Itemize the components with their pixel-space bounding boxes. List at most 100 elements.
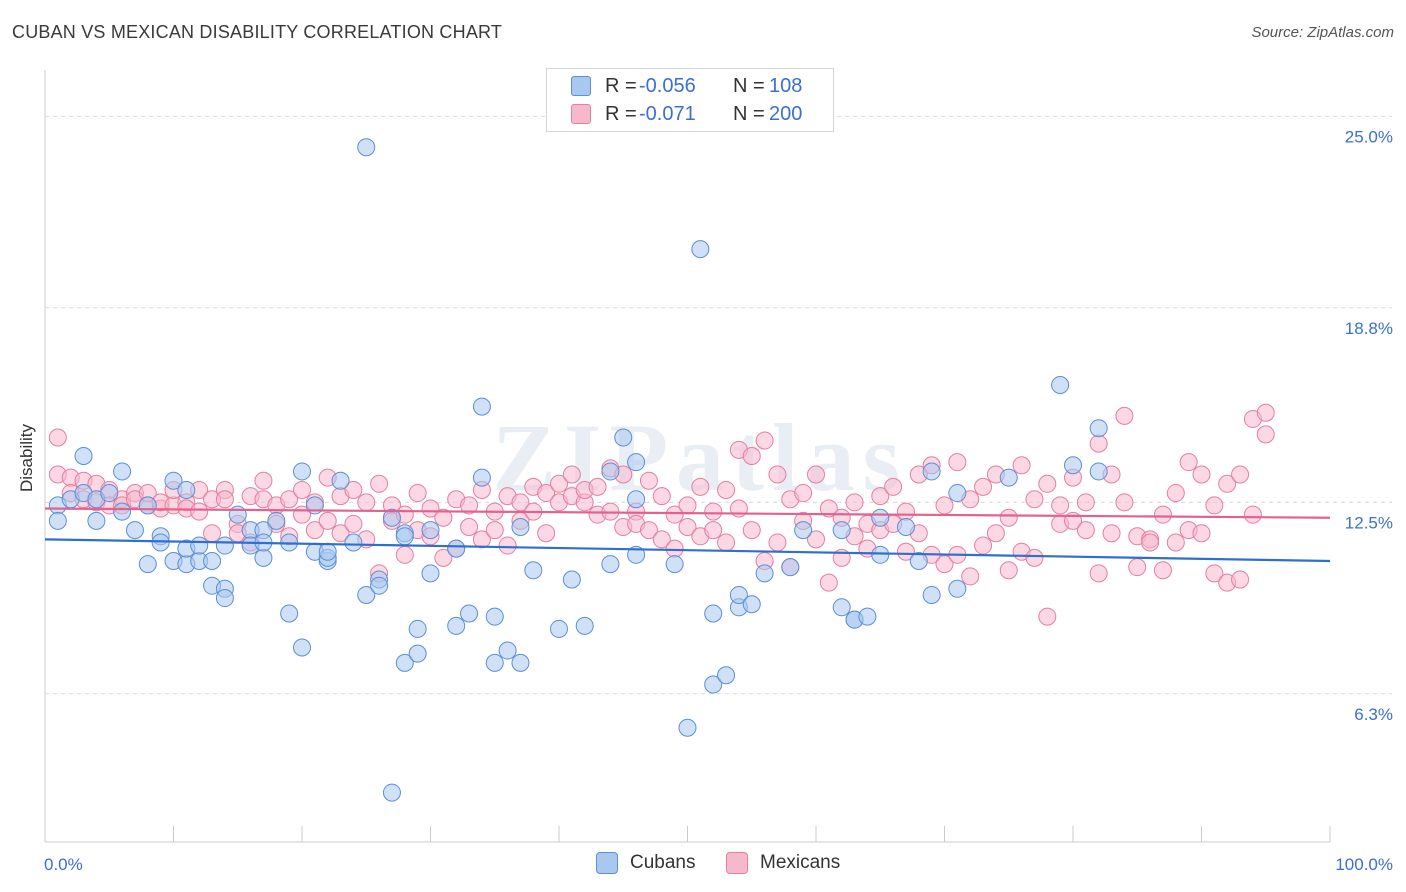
- cubans-point: [293, 462, 311, 481]
- mexicans-point: [768, 465, 787, 484]
- mexicans-point: [215, 490, 234, 509]
- mexicans-point: [588, 477, 607, 496]
- cubans-point: [550, 619, 568, 638]
- mexicans-point: [344, 480, 363, 499]
- cubans-point: [215, 536, 234, 555]
- mexicans-point: [408, 484, 427, 503]
- mexicans-point: [871, 487, 890, 506]
- mexicans-point: [318, 511, 337, 530]
- mexicans-point: [254, 471, 273, 490]
- mexicans-point: [935, 496, 954, 515]
- cubans-point: [1089, 462, 1108, 481]
- cubans-point: [408, 644, 427, 663]
- correlation-legend: R = -0.056 N = 108 R = -0.071 N = 200: [546, 68, 834, 132]
- mexicans-point: [896, 502, 915, 521]
- r-value: -0.071: [639, 102, 696, 125]
- cubans-point: [190, 536, 209, 555]
- cubans-point: [601, 462, 620, 481]
- mexicans-point: [293, 480, 311, 499]
- mexicans-point: [472, 530, 491, 549]
- mexicans-point: [1141, 533, 1160, 552]
- cubans-point: [125, 521, 144, 540]
- cubans-point: [113, 502, 132, 521]
- cubans-point: [460, 604, 479, 623]
- mexicans-point: [639, 521, 658, 540]
- mexicans-point: [280, 490, 299, 509]
- mexicans-point: [884, 477, 903, 496]
- axes: [44, 70, 1331, 843]
- cubans-point: [627, 545, 646, 564]
- cubans-point: [871, 508, 890, 527]
- cubans-point: [601, 555, 620, 574]
- chart-title: CUBAN VS MEXICAN DISABILITY CORRELATION …: [12, 22, 503, 42]
- cubans-point: [254, 548, 273, 567]
- r-label: R =: [605, 74, 637, 97]
- cubans-point: [832, 521, 851, 540]
- mexicans-point: [639, 471, 658, 490]
- mexicans-point: [768, 533, 787, 552]
- mexicans-point: [1025, 490, 1044, 509]
- cubans-point: [228, 505, 247, 524]
- mexicans-point: [550, 474, 568, 493]
- mexicans-point: [434, 548, 453, 567]
- n-value: 200: [769, 102, 803, 125]
- cubans-trend-line: [44, 538, 1331, 563]
- mexicans-point: [370, 474, 389, 493]
- cubans-point: [704, 675, 723, 694]
- cubans-legend-swatch: [596, 852, 618, 874]
- mexicans-point: [562, 465, 581, 484]
- cubans-point: [691, 240, 710, 259]
- cubans-point: [382, 508, 401, 527]
- mexicans-point: [717, 533, 736, 552]
- legend-item-cubans[interactable]: Cubans: [596, 852, 696, 874]
- mexicans-point: [1153, 561, 1172, 580]
- mexicans-point: [1192, 465, 1211, 484]
- mexicans-point: [974, 536, 993, 555]
- cubans-point: [524, 561, 543, 580]
- cubans-swatch: [571, 76, 591, 96]
- mexicans-point: [896, 542, 915, 561]
- mexicans-point: [961, 567, 980, 586]
- cubans-point: [704, 604, 723, 623]
- y-tick-label: 25.0%: [1345, 127, 1393, 146]
- mexicans-point: [1205, 496, 1224, 515]
- mexicans-point: [1012, 456, 1031, 475]
- cubans-point: [164, 471, 183, 490]
- cubans-point: [357, 585, 376, 604]
- mexicans-point: [1038, 607, 1057, 626]
- n-label: N =: [733, 102, 765, 125]
- mexicans-point: [974, 477, 993, 496]
- mexicans-point: [1153, 505, 1172, 524]
- mexicans-point: [434, 508, 453, 527]
- mexicans-point: [794, 484, 813, 503]
- mexicans-point: [305, 521, 324, 540]
- mexicans-point: [1166, 533, 1185, 552]
- cubans-point: [781, 558, 800, 577]
- cubans-point: [742, 595, 761, 614]
- mexicans-point: [421, 499, 440, 518]
- cubans-point: [344, 533, 363, 552]
- mexicans-point: [948, 453, 967, 472]
- legend-item-mexicans[interactable]: Mexicans: [726, 852, 840, 874]
- trend-lines: [44, 507, 1331, 563]
- cubans-point: [421, 564, 440, 583]
- cubans-point: [1089, 419, 1108, 438]
- mexicans-point: [460, 496, 479, 515]
- mexicans-point: [1166, 484, 1185, 503]
- cubans-point: [293, 638, 311, 657]
- mexicans-point: [742, 447, 761, 465]
- cubans-point: [909, 551, 928, 570]
- mexicans-point: [999, 561, 1018, 580]
- cubans-point: [896, 518, 915, 537]
- cubans-point: [382, 783, 401, 802]
- n-label: N =: [733, 74, 765, 97]
- cubans-point: [472, 468, 491, 487]
- mexicans-point: [665, 505, 684, 524]
- cubans-point: [472, 397, 491, 416]
- mexicans-point: [807, 530, 825, 549]
- source-label: Source: ZipAtlas.com: [1251, 24, 1394, 41]
- cubans-point: [575, 616, 594, 635]
- mexicans-point: [1115, 493, 1134, 512]
- cubans-point: [948, 579, 967, 598]
- cubans-point: [138, 555, 157, 574]
